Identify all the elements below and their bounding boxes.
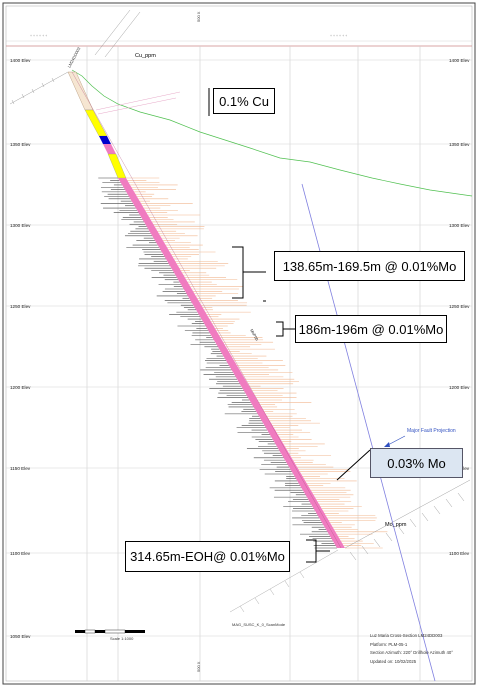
elev-label-left: 1250 Elev	[10, 304, 31, 309]
hole-id-label: LM24DD003	[66, 46, 81, 69]
svg-text:+ + + + + +: + + + + + +	[30, 34, 47, 38]
callout-cu-grade: 0.1% Cu	[213, 88, 275, 114]
easting-label-top: 500 X	[196, 11, 201, 22]
blue-segment	[99, 136, 111, 144]
topography-line	[71, 69, 473, 197]
drill-hole	[67, 71, 345, 549]
pink-segment-1	[103, 144, 116, 154]
yellow-segment-1	[84, 109, 108, 137]
elev-label-right: 1100 Elev	[449, 551, 470, 556]
title-block: Luz Maria Cross-Section LM24DD003 Platfo…	[370, 632, 475, 666]
scale-bar: Scale 1:1000	[75, 629, 145, 641]
elev-label-left: 1350 Elev	[10, 142, 31, 147]
updated-line: Updated on: 10/02/2025	[370, 658, 417, 664]
elev-label-left: 1400 Elev	[10, 58, 31, 63]
elev-label-left: 1150 Elev	[10, 466, 31, 471]
platform-line: Platform: PLM-05-1	[370, 641, 408, 647]
fault-arrow-head	[384, 442, 390, 447]
mo-histogram	[98, 177, 337, 549]
callout-leaders	[208, 88, 371, 563]
elev-label-right: 1400 Elev	[449, 58, 470, 63]
overburden-segment	[67, 71, 94, 111]
elev-label-left: 1100 Elev	[10, 551, 31, 556]
inner-frame	[5, 5, 473, 682]
easting-label-bottom: 500 X	[196, 661, 201, 672]
svg-text:+ + + + + +: + + + + + +	[330, 34, 347, 38]
bottom-scale-ticks	[344, 479, 471, 561]
elev-label-right: 1300 Elev	[449, 223, 470, 228]
hole-axis	[71, 71, 342, 549]
title-line: Luz Maria Cross-Section LM24DD003	[370, 633, 443, 638]
elev-label-right: 1350 Elev	[449, 142, 470, 147]
fault-label: Major Fault Projection	[407, 428, 456, 434]
elev-label-right: 1200 Elev	[449, 385, 470, 390]
top-scale-ticks	[9, 9, 141, 105]
callout-mo-grade: 0.03% Mo	[370, 448, 463, 478]
azimuth-line: Section Azimuth: 220° Drillhole Azimuth …	[370, 650, 453, 655]
yellow-segment-2	[107, 153, 127, 179]
top-header-band: 500 X + + + + + + + + + + + +	[6, 11, 472, 47]
callout-interval-186-196: 186m-196m @ 0.01%Mo	[295, 315, 447, 343]
callout-interval-eoh: 314.65m-EOH@ 0.01%Mo	[125, 541, 290, 572]
callout-interval-138-169: 138.65m-169.5m @ 0.01%Mo	[274, 251, 465, 281]
scale-label: Scale 1:1000	[110, 636, 134, 641]
mag-susc-trace	[229, 549, 339, 613]
vertical-grid	[86, 46, 421, 681]
mid-hole-label: MoPbb	[249, 328, 260, 342]
mag-susc-label: MAG_SUSC_K_0_ScanMode	[232, 622, 286, 627]
elev-label-left: 1050 Elev	[10, 634, 31, 639]
cu-histogram	[126, 177, 388, 549]
pink-main-segment	[118, 178, 345, 548]
collar-traces	[95, 91, 181, 115]
elev-label-left: 1300 Elev	[10, 223, 31, 228]
cu-ppm-header: Cu_ppm	[135, 53, 156, 59]
elev-label-right: 1250 Elev	[449, 304, 470, 309]
elev-label-left: 1200 Elev	[10, 385, 31, 390]
mo-ppm-header: Mo_ppm	[385, 522, 407, 528]
